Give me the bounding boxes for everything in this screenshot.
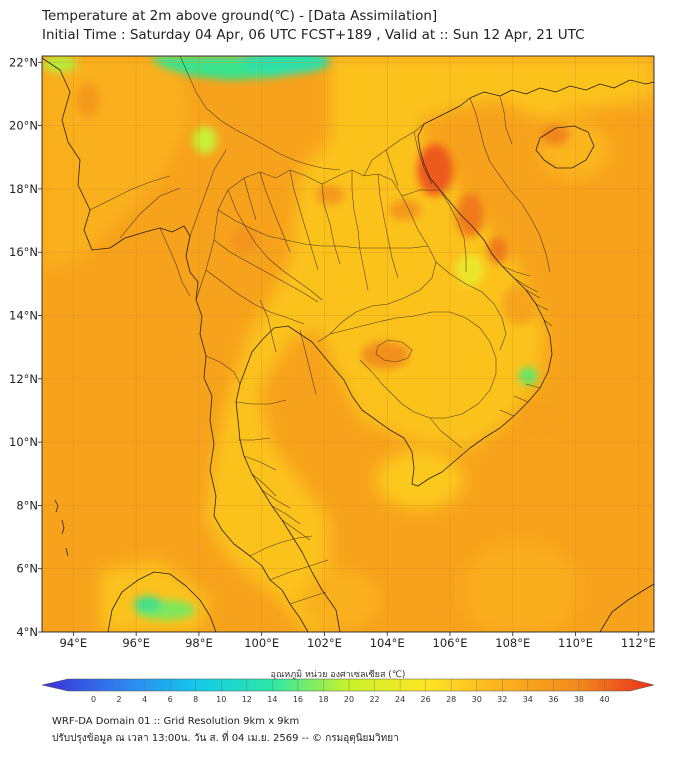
malaysia-provinces (249, 535, 329, 605)
lon-tick-label: 104°E (370, 636, 405, 650)
province-borders (89, 56, 553, 605)
colorbar-tick-label: 26 (421, 695, 431, 704)
colorbar-tick-label: 12 (242, 695, 252, 704)
colorbar-tick-label: 22 (369, 695, 379, 704)
colorbar-tick-label: 18 (318, 695, 328, 704)
temperature-field (42, 56, 654, 632)
vietnam-provinces (469, 95, 553, 417)
colorbar-tick-label: 20 (344, 695, 354, 704)
colorbar: 0 2 4 6 8 10 12 14 16 18 20 22 24 26 28 30 32 34 36 38 40 (41, 678, 655, 704)
lat-tick-label: 4°N (16, 625, 38, 639)
map-gridlines (42, 56, 654, 632)
colorbar-tick-label: 40 (599, 695, 609, 704)
colorbar-tick-label: 24 (395, 695, 405, 704)
colorbar-tick-label: 8 (193, 695, 198, 704)
lon-tick-label: 98°E (185, 636, 213, 650)
lat-tick-label: 18°N (9, 182, 38, 196)
hainan-island (535, 125, 595, 169)
lat-tick-label: 6°N (16, 562, 38, 576)
lat-tick-label: 14°N (9, 309, 38, 323)
colorbar-tick-label: 14 (267, 695, 277, 704)
myanmar-china-border (179, 56, 341, 171)
colorbar-tick-label: 36 (548, 695, 558, 704)
lon-tick-label: 100°E (244, 636, 279, 650)
colorbar-tick-label: 38 (574, 695, 584, 704)
cambodia-border (329, 311, 497, 419)
colorbar-tick-label: 6 (168, 695, 173, 704)
map-frame (41, 55, 655, 633)
coastlines (42, 57, 654, 632)
colorbar-title: อุณหภูมิ หน่วย องศาเซลเซียส (℃) (270, 670, 406, 680)
colorbar-tick-label: 32 (497, 695, 507, 704)
myanmar-regions (89, 149, 241, 385)
tonle-sap-lake (375, 339, 413, 363)
colorbar-tick-label: 0 (91, 695, 96, 704)
borneo-coastline (599, 583, 654, 632)
thailand-provinces (205, 169, 429, 541)
colorbar-ticks: 0 2 4 6 8 10 12 14 16 18 20 22 24 26 28 30 32 34 36 38 40 (91, 679, 610, 704)
lat-tick-label: 22°N (9, 55, 38, 69)
lon-tick-label: 96°E (122, 636, 150, 650)
lon-tick-label: 94°E (60, 636, 88, 650)
lat-tick-label: 10°N (9, 435, 38, 449)
field-anomalies (42, 56, 569, 620)
laos-vietnam-border (363, 123, 507, 351)
map-subtitle: Initial Time : Saturday 04 Apr, 06 UTC F… (42, 27, 585, 43)
rivers-lakes (375, 339, 463, 449)
lon-tick-label: 110°E (558, 636, 593, 650)
colorbar-bar (41, 678, 655, 692)
andaman-islands (54, 499, 69, 557)
colorbar-tick-label: 30 (472, 695, 482, 704)
lon-tick-label: 102°E (307, 636, 342, 650)
footer-model-info: WRF-DA Domain 01 :: Grid Resolution 9km … (52, 716, 300, 727)
sumatra-coastline (107, 571, 217, 632)
gulf-coastline (235, 97, 553, 632)
west-coastline (42, 57, 309, 632)
colorbar-tick-label: 28 (446, 695, 456, 704)
lon-tick-label: 108°E (495, 636, 530, 650)
lat-axis: 4°N 6°N 8°N 10°N 12°N 14°N 16°N 18°N 20°N 22°N (9, 55, 42, 639)
lon-tick-label: 112°E (621, 636, 656, 650)
lat-tick-label: 16°N (9, 245, 38, 259)
colorbar-tick-label: 2 (117, 695, 122, 704)
colorbar-tick-label: 4 (142, 695, 147, 704)
colorbar-tick-label: 16 (293, 695, 303, 704)
footer-update-info: ปรับปรุงข้อมูล ณ เวลา 13:00น. วัน ส. ที่… (52, 733, 399, 744)
lat-tick-label: 20°N (9, 119, 38, 133)
thailand-border (195, 169, 437, 343)
lon-tick-label: 106°E (433, 636, 468, 650)
map-title: Temperature at 2m above ground(℃) - [Dat… (42, 8, 438, 24)
colorbar-tick-label: 34 (523, 695, 533, 704)
lon-axis: 94°E 96°E 98°E 100°E 102°E 104°E 106°E 108°E 110… (60, 632, 656, 650)
china-coastline (469, 79, 654, 99)
lat-tick-label: 8°N (16, 498, 38, 512)
lat-tick-label: 12°N (9, 372, 38, 386)
colorbar-tick-label: 10 (216, 695, 226, 704)
mekong-delta (429, 417, 463, 449)
laos-provinces (385, 131, 467, 272)
